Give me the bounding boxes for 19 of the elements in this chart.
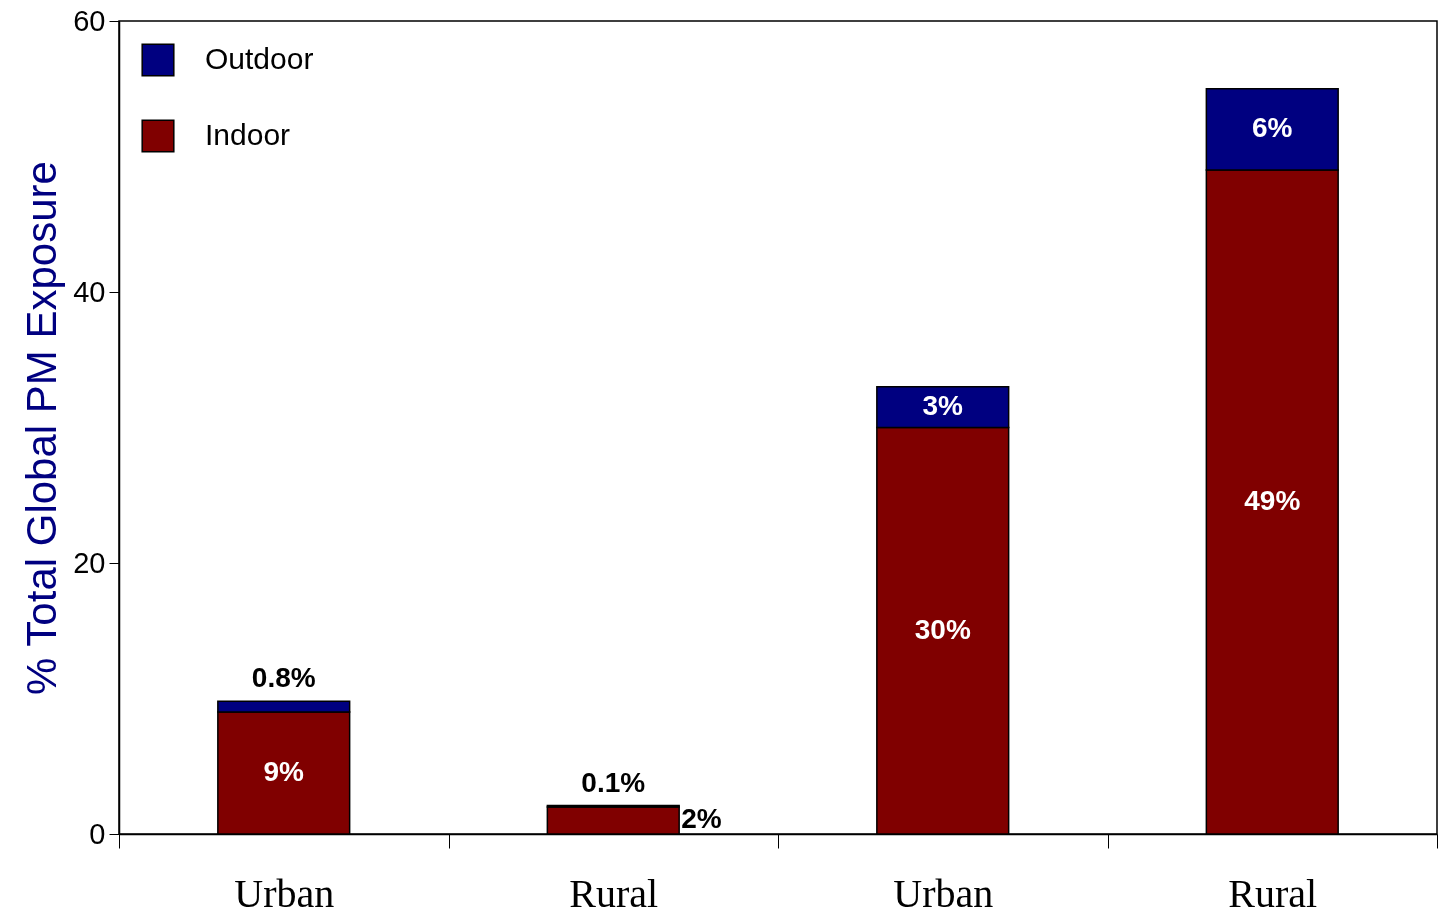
data-label: 9% xyxy=(263,756,305,788)
data-label: 2% xyxy=(681,803,722,835)
y-tick-label: 20 xyxy=(73,546,106,579)
data-label: 6% xyxy=(1252,112,1293,144)
data-label: 0.1% xyxy=(581,766,646,798)
x-tick-label: Rural xyxy=(569,870,659,916)
y-tick-label: 40 xyxy=(73,275,106,308)
legend-label: Outdoor xyxy=(205,42,314,75)
x-tick-label: Urban xyxy=(893,870,994,916)
x-tick-label: Urban xyxy=(234,870,335,916)
x-tick-label: Rural xyxy=(1228,870,1318,916)
y-axis-title: % Total Global PM Exposure xyxy=(18,161,66,695)
y-tick-label: 0 xyxy=(89,817,106,850)
data-label: 30% xyxy=(914,613,971,645)
data-label: 49% xyxy=(1244,485,1301,517)
data-label: 3% xyxy=(922,390,964,422)
legend-label: Indoor xyxy=(205,118,291,151)
y-tick-label: 60 xyxy=(73,4,106,37)
data-label: 0.8% xyxy=(251,662,316,694)
